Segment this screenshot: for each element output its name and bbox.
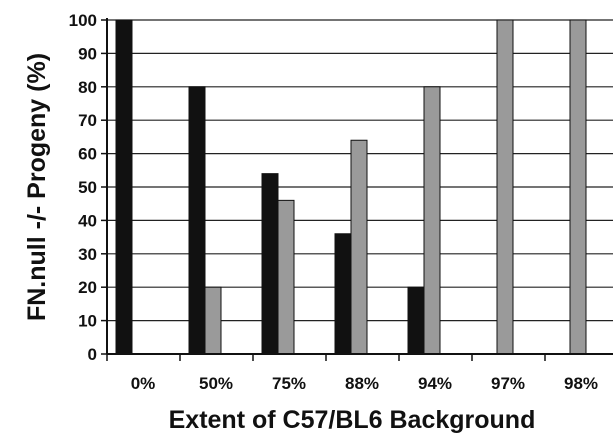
bar-series-2 bbox=[350, 139, 368, 355]
y-tick-label: 50 bbox=[78, 178, 97, 197]
y-tick-label: 30 bbox=[78, 245, 97, 264]
x-tick-label: 97% bbox=[491, 374, 525, 393]
x-tick-label: 75% bbox=[272, 374, 306, 393]
y-tick-labels: 0 10 20 30 40 50 60 70 80 90 100 bbox=[69, 11, 97, 364]
bar-series-1 bbox=[261, 173, 279, 355]
x-tick-label: 94% bbox=[418, 374, 452, 393]
x-axis-title: Extent of C57/BL6 Background bbox=[169, 406, 536, 434]
y-axis-title: FN.null -/- Progeny (%) bbox=[23, 53, 51, 321]
y-tick-label: 0 bbox=[88, 345, 97, 364]
bar-series-2 bbox=[569, 19, 587, 355]
y-tick-label: 100 bbox=[69, 11, 97, 30]
y-tick-label: 90 bbox=[78, 44, 97, 63]
bar-series-1 bbox=[188, 86, 206, 355]
y-tick-label: 80 bbox=[78, 78, 97, 97]
bar-series-1 bbox=[334, 233, 352, 355]
bar-series-1 bbox=[115, 19, 133, 355]
bar-series-2 bbox=[423, 86, 441, 355]
bar-series-2 bbox=[277, 199, 295, 355]
x-tick-label: 88% bbox=[345, 374, 379, 393]
x-tick-label: 98% bbox=[564, 374, 598, 393]
bar-series-1 bbox=[407, 286, 425, 355]
bars bbox=[115, 19, 587, 355]
y-tick-label: 70 bbox=[78, 111, 97, 130]
y-tick-label: 20 bbox=[78, 278, 97, 297]
y-tick-label: 40 bbox=[78, 211, 97, 230]
y-tick-label: 60 bbox=[78, 145, 97, 164]
x-tick-labels: 0% 50% 75% 88% 94% 97% 98% bbox=[131, 374, 598, 393]
x-tick-label: 50% bbox=[199, 374, 233, 393]
y-tick-label: 10 bbox=[78, 312, 97, 331]
bar-series-2 bbox=[204, 286, 222, 355]
bar-series-2 bbox=[496, 19, 514, 355]
x-tick-label: 0% bbox=[131, 374, 156, 393]
axes bbox=[101, 18, 613, 361]
